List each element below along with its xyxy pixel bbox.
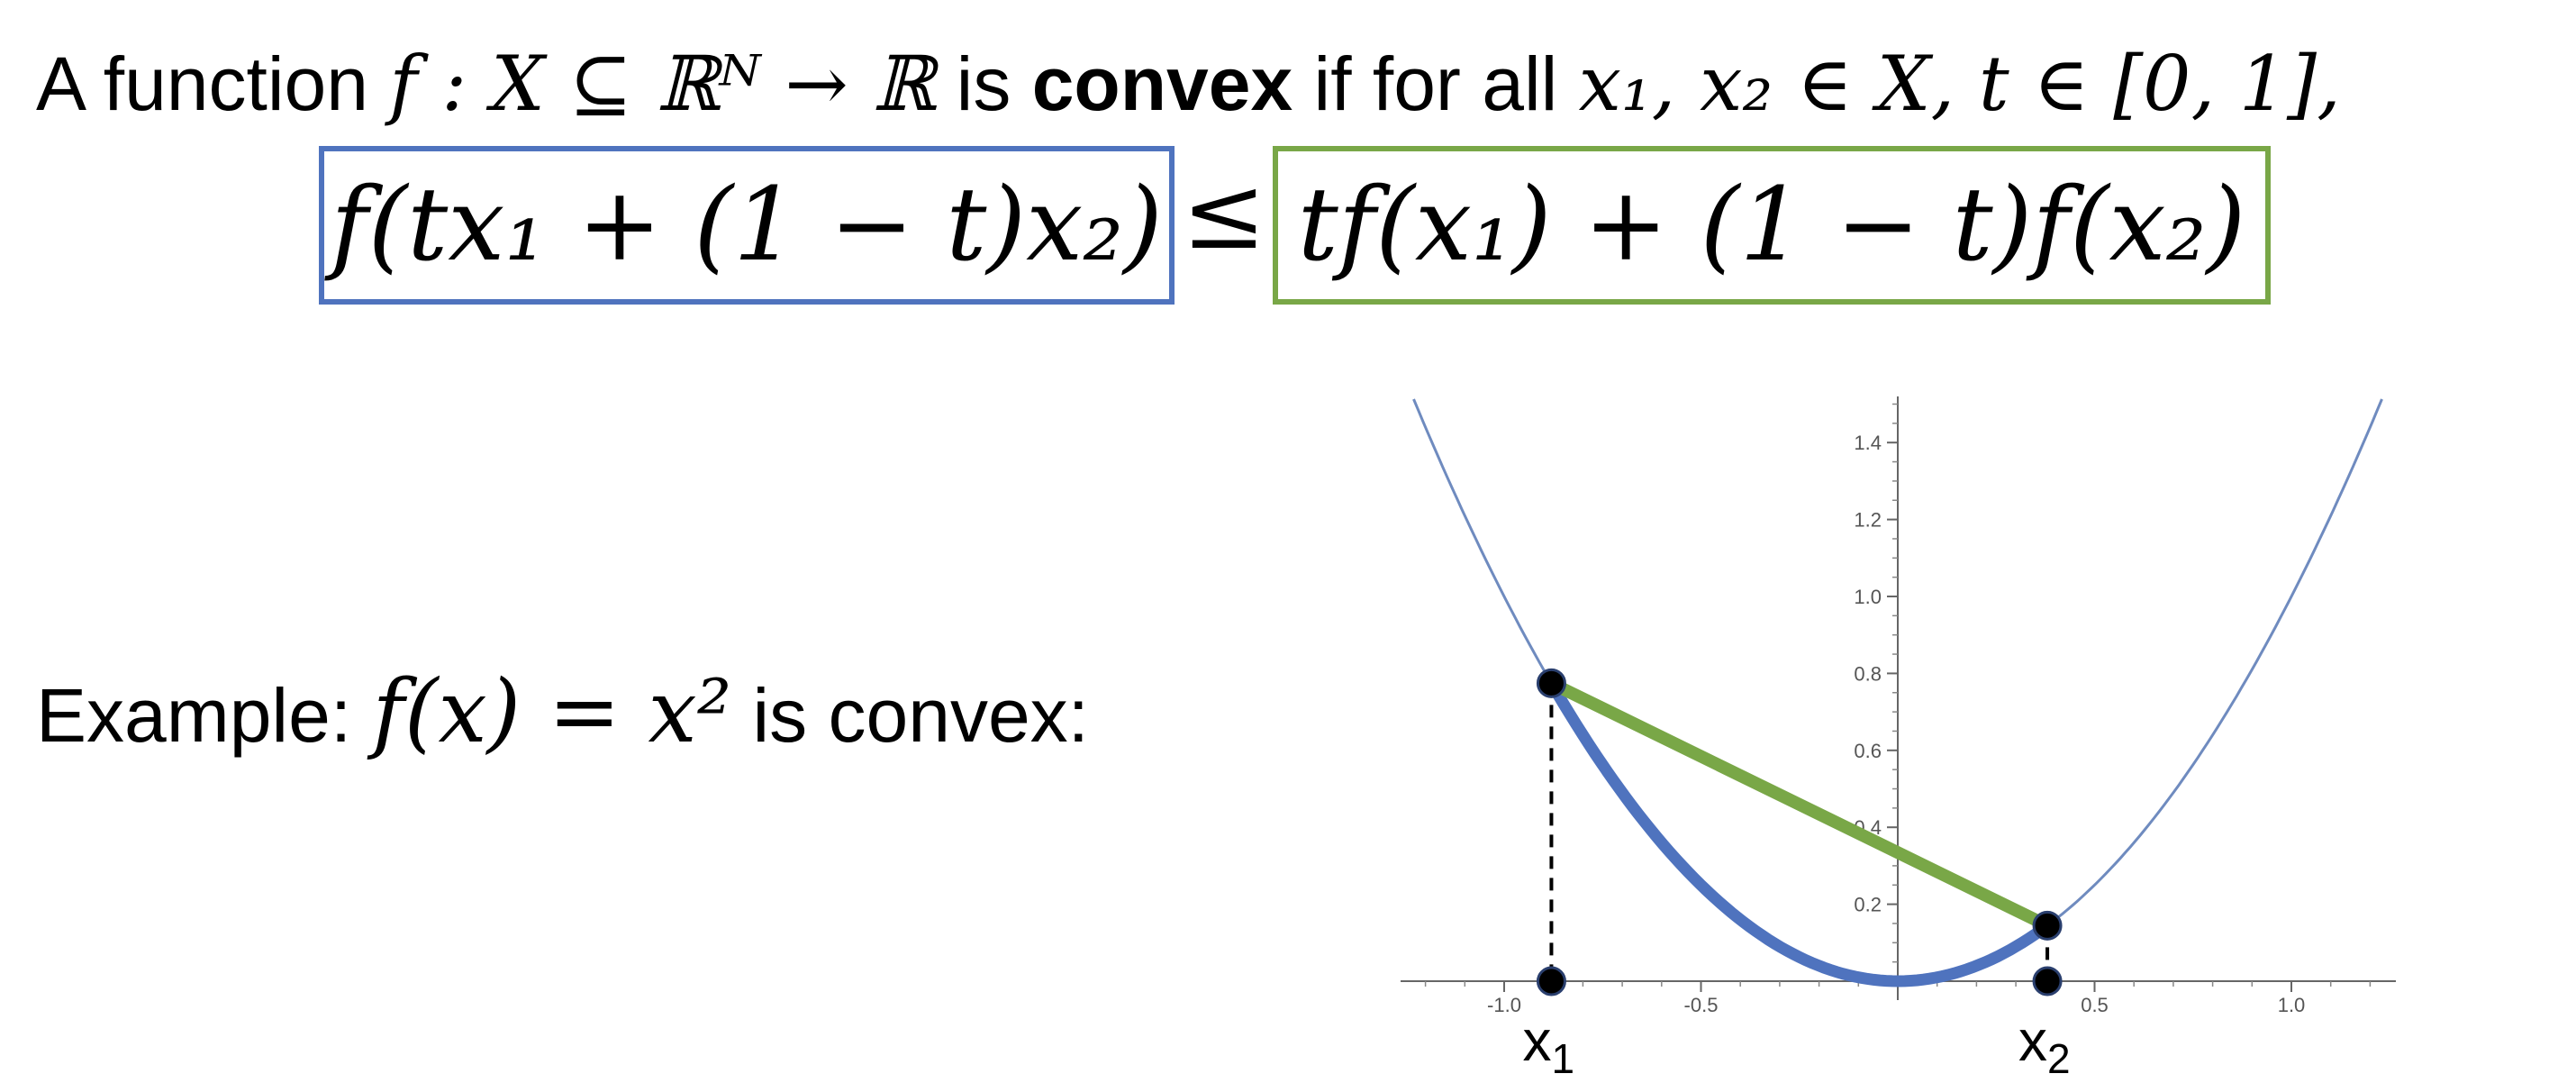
x1-label: x1 — [1522, 1008, 1575, 1082]
rhs-box: tf(x₁) + (1 − t)f(x₂) — [1273, 146, 2271, 305]
y-tick-label: 0.8 — [1854, 662, 1882, 685]
inequality-relation: ≤ — [1182, 155, 1266, 272]
function-signature: f : X ⊆ ℝᴺ → ℝ — [389, 40, 936, 128]
lhs-box: f(tx₁ + (1 − t)x₂) — [319, 146, 1175, 305]
convex-bold-word: convex — [1031, 41, 1293, 126]
definition-prefix: A function — [36, 41, 368, 126]
example-suffix: is convex: — [752, 673, 1090, 758]
definition-condition: if for all — [1313, 41, 1558, 126]
definition-line: A function f : X ⊆ ℝᴺ → ℝ is convex if f… — [36, 34, 2341, 133]
y-tick-label: 0.6 — [1854, 740, 1882, 762]
x2-label: x2 — [2018, 1008, 2071, 1082]
convexity-inequality: f(tx₁ + (1 − t)x₂) ≤ tf(x₁) + (1 − t)f(x… — [315, 146, 2288, 314]
arc-segment — [1545, 677, 2054, 987]
example-line: Example: f(x) = x² is convex: — [36, 662, 1089, 765]
x-tick-label: 1.0 — [2278, 994, 2306, 1016]
y-tick-label: 0.2 — [1854, 894, 1882, 916]
definition-quantifier: x₁, x₂ ∈ X, t ∈ [0, 1], — [1578, 40, 2341, 128]
x-tick-label: -0.5 — [1684, 994, 1719, 1016]
example-label: Example: — [36, 673, 352, 758]
inequality-lhs: f(tx₁ + (1 − t)x₂) — [331, 167, 1163, 284]
x-tick-label: -1.0 — [1487, 994, 1521, 1016]
x1-curve-point — [1536, 668, 1566, 698]
y-tick-label: 1.2 — [1854, 509, 1882, 532]
chord-line — [1545, 677, 2054, 933]
example-formula: f(x) = x² — [372, 661, 732, 762]
chart-series — [1412, 398, 2383, 996]
x2-curve-point — [2032, 910, 2063, 941]
x2-axis-point — [2032, 966, 2063, 996]
y-tick-label: 1.0 — [1854, 586, 1882, 608]
y-tick-label: 1.4 — [1854, 432, 1882, 454]
x-tick-label: 0.5 — [2081, 994, 2109, 1016]
definition-is: is — [956, 41, 1011, 126]
x1-axis-point — [1536, 966, 1566, 996]
chart-ticks: -1.0 -0.5 0.5 1.00.20.40.60.81.01.21.4 — [1424, 403, 2372, 1016]
inequality-rhs: tf(x₁) + (1 − t)f(x₂) — [1297, 167, 2246, 284]
